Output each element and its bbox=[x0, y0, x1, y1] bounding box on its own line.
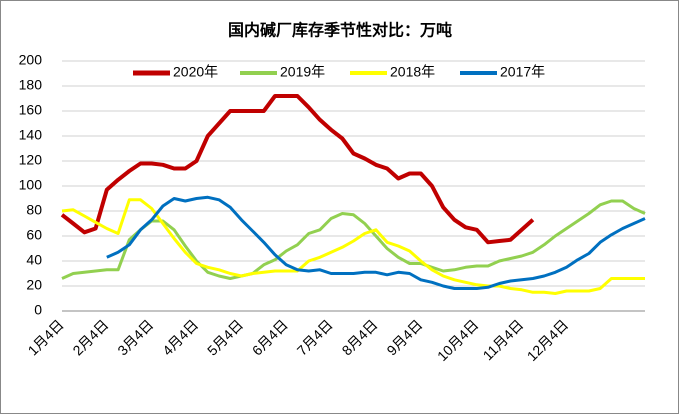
line-series bbox=[60, 94, 535, 245]
legend-label: 2019年 bbox=[280, 64, 325, 80]
y-tick-label: 100 bbox=[19, 177, 43, 193]
y-tick-label: 180 bbox=[19, 77, 43, 93]
y-tick-label: 200 bbox=[19, 52, 43, 68]
legend-label: 2018年 bbox=[390, 64, 435, 80]
y-tick-label: 60 bbox=[26, 227, 42, 243]
y-tick-label: 0 bbox=[34, 302, 42, 318]
line-series bbox=[61, 198, 645, 295]
y-tick-label: 120 bbox=[19, 152, 43, 168]
legend-label: 2020年 bbox=[173, 64, 218, 80]
y-tick-label: 140 bbox=[19, 127, 43, 143]
chart-title: 国内碱厂库存季节性对比：万吨 bbox=[228, 21, 452, 40]
legend-label: 2017年 bbox=[500, 64, 545, 80]
y-tick-label: 20 bbox=[26, 277, 42, 293]
y-tick-label: 40 bbox=[26, 252, 42, 268]
line-series bbox=[106, 195, 646, 290]
y-tick-label: 160 bbox=[19, 102, 43, 118]
y-tick-label: 80 bbox=[26, 202, 42, 218]
